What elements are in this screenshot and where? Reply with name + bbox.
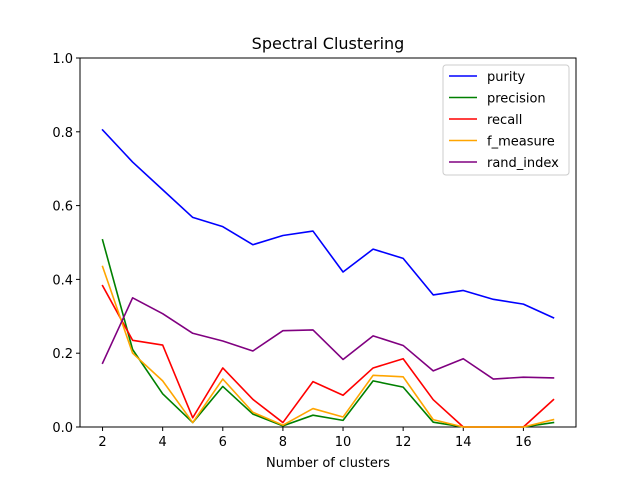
series-line-rand-index <box>101 297 555 380</box>
x-tick-label: 12 <box>395 435 412 450</box>
legend-label-f-measure: f_measure <box>487 135 555 150</box>
legend-label-purity: purity <box>487 70 526 85</box>
plot-area <box>79 57 577 428</box>
y-tick-label: 0.2 <box>52 347 73 362</box>
y-tick-label: 0.0 <box>52 421 73 436</box>
plot-frame <box>79 57 577 428</box>
x-tick-label: 14 <box>455 435 472 450</box>
series-line-purity <box>101 128 555 319</box>
series-layer <box>101 128 555 428</box>
x-axis-title: Number of clusters <box>266 456 390 471</box>
x-tick-label: 4 <box>159 435 167 450</box>
x-tick-label: 8 <box>279 435 287 450</box>
chart-title: Spectral Clustering <box>252 34 405 53</box>
y-tick-label: 1.0 <box>52 52 73 67</box>
x-tick-label: 2 <box>98 435 106 450</box>
legend-label-precision: precision <box>487 92 546 107</box>
legend-label-recall: recall <box>487 113 522 128</box>
legend-box <box>442 64 570 176</box>
y-axis: 0.0 0.2 0.4 0.6 0.8 1.0 <box>52 52 80 436</box>
series-line-f-measure <box>101 265 555 428</box>
x-tick-label: 16 <box>515 435 532 450</box>
legend-label-rand-index: rand_index <box>487 156 559 171</box>
y-tick-label: 0.4 <box>52 273 73 288</box>
x-tick-label: 6 <box>219 435 227 450</box>
x-axis: 2 4 6 8 10 12 14 16 <box>98 427 532 450</box>
y-tick-label: 0.8 <box>52 126 73 141</box>
legend: purity precision recall f_measure rand_index <box>442 64 570 176</box>
x-tick-label: 10 <box>335 435 352 450</box>
y-tick-label: 0.6 <box>52 200 73 215</box>
